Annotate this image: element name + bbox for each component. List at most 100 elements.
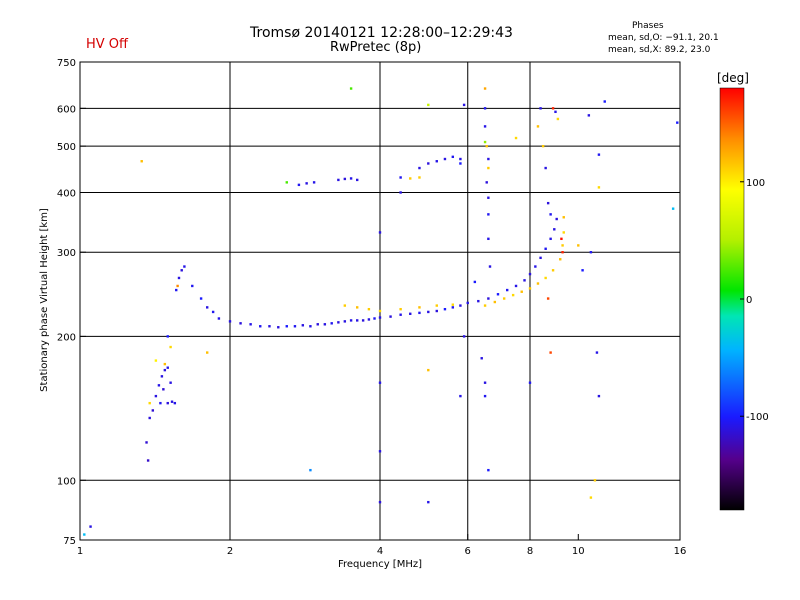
data-point [487, 157, 490, 161]
data-point [285, 181, 288, 184]
x-tick-label: 16 [674, 546, 687, 557]
data-point [399, 307, 402, 311]
data-point [459, 394, 462, 398]
data-point [199, 297, 203, 300]
data-point [427, 500, 430, 504]
data-point [523, 279, 526, 282]
data-point [593, 479, 597, 482]
data-point [389, 315, 392, 318]
data-point [180, 269, 183, 272]
data-point [89, 525, 92, 528]
colorbar-tick-label: -100 [746, 412, 769, 423]
data-point [462, 335, 466, 338]
data-point [551, 107, 555, 110]
data-point [148, 401, 151, 405]
data-point [511, 293, 515, 297]
data-point [154, 359, 158, 362]
data-point [337, 321, 340, 324]
data-point [528, 272, 532, 276]
data-point [546, 297, 550, 300]
data-point [259, 325, 262, 328]
data-point [553, 228, 556, 231]
data-point [485, 144, 488, 148]
data-point [561, 244, 564, 247]
x-tick-label: 2 [227, 546, 233, 557]
data-point [293, 325, 297, 328]
data-point [367, 318, 371, 321]
x-tick-label: 6 [465, 546, 471, 557]
x-tick-label: 1 [77, 546, 83, 557]
data-point [427, 162, 430, 165]
data-point [140, 160, 143, 163]
data-point [349, 87, 353, 90]
phases-title: Phases [632, 21, 664, 31]
data-point [418, 311, 421, 315]
data-point [536, 125, 540, 128]
data-point [562, 216, 565, 219]
data-point [343, 304, 347, 307]
phases-x-stats: mean, sd,X: 89.2, 23.0 [608, 45, 711, 55]
data-point [378, 231, 382, 234]
data-point [211, 310, 215, 314]
data-point [597, 394, 601, 398]
data-point [549, 213, 552, 216]
data-point [399, 313, 402, 316]
data-point [312, 181, 316, 184]
data-point [166, 335, 169, 338]
data-point [589, 496, 593, 499]
data-point [541, 144, 545, 148]
data-point [343, 177, 347, 181]
data-point [427, 368, 430, 372]
data-point [556, 117, 560, 121]
data-point [597, 153, 601, 156]
data-point [157, 384, 161, 387]
data-point [297, 183, 301, 187]
data-point [487, 213, 490, 216]
data-point [361, 319, 365, 322]
data-point [485, 181, 488, 184]
data-point [528, 287, 532, 290]
data-point [205, 351, 209, 354]
data-point [554, 110, 557, 114]
data-point [154, 394, 158, 398]
chart-title: Tromsø 20140121 12:28:00–12:29:43 [250, 25, 513, 41]
data-point [451, 303, 455, 306]
data-point [367, 307, 371, 311]
data-point [277, 326, 280, 329]
data-point [145, 441, 148, 444]
data-point [562, 231, 565, 234]
data-point [477, 299, 480, 303]
data-point [249, 323, 252, 326]
data-point [159, 401, 162, 405]
data-point [183, 265, 186, 268]
data-point [514, 136, 518, 140]
data-point [399, 176, 402, 179]
data-point [589, 251, 593, 254]
data-point [343, 320, 347, 323]
data-point [505, 288, 509, 292]
data-point [502, 297, 506, 300]
data-point [349, 319, 353, 322]
data-point [166, 366, 169, 369]
data-point [451, 155, 455, 159]
data-point [418, 176, 421, 179]
data-point [536, 282, 540, 285]
data-point [459, 162, 462, 165]
data-point [520, 290, 523, 293]
y-tick-label: 500 [57, 142, 76, 153]
data-point [546, 201, 550, 205]
data-point [549, 351, 552, 354]
data-point [539, 107, 542, 110]
data-point [169, 345, 172, 349]
data-point [148, 416, 151, 420]
data-point [514, 284, 518, 288]
data-point [268, 325, 271, 328]
data-point [378, 450, 382, 453]
y-tick-label: 300 [57, 248, 76, 259]
y-tick-label: 600 [57, 104, 76, 115]
colorbar-tick-label: 0 [746, 295, 752, 306]
data-point [676, 121, 679, 124]
data-point [559, 258, 562, 261]
data-point [337, 178, 340, 182]
